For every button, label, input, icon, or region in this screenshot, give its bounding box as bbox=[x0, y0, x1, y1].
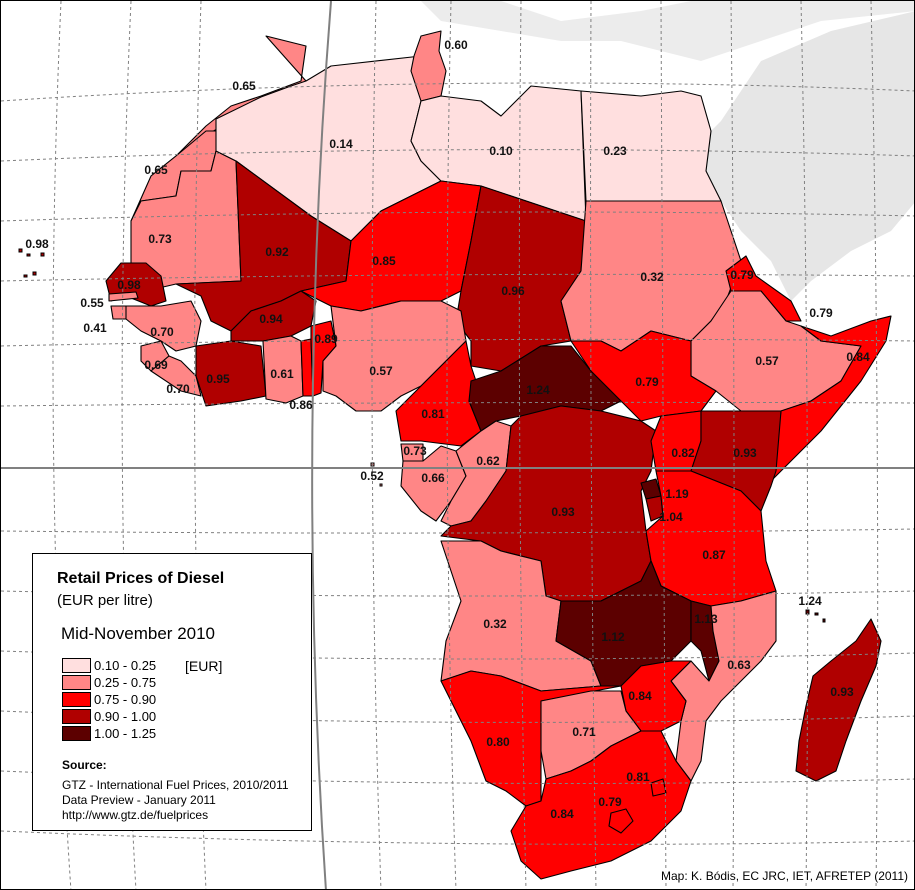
legend-range: 0.90 - 1.00 bbox=[94, 708, 157, 724]
cape-verde-islands bbox=[18, 248, 45, 278]
legend-range: 1.00 - 1.25 bbox=[94, 725, 157, 741]
legend-swatch bbox=[62, 691, 91, 707]
source-line-1: GTZ - International Fuel Prices, 2010/20… bbox=[62, 778, 289, 792]
legend-range: 0.10 - 0.25 bbox=[94, 657, 157, 673]
comoros-islands bbox=[805, 609, 826, 623]
country-burundi bbox=[645, 495, 664, 522]
country-cote-divoire bbox=[195, 340, 267, 407]
legend-swatch bbox=[62, 657, 91, 673]
country-kenya bbox=[690, 410, 782, 512]
legend-class-2: 0.25 - 0.75 bbox=[62, 674, 156, 690]
legend-class-5: 1.00 - 1.25 bbox=[62, 725, 156, 741]
legend-date: Mid-November 2010 bbox=[61, 624, 216, 643]
legend-range: 0.25 - 0.75 bbox=[94, 674, 157, 690]
country-nigeria bbox=[322, 300, 467, 412]
map-credit: Map: K. Bódis, EC JRC, IET, AFRETEP (201… bbox=[661, 869, 908, 883]
legend-title: Retail Prices of Diesel bbox=[57, 570, 225, 587]
country-somalia bbox=[770, 315, 892, 482]
country-equatorial-guinea bbox=[400, 443, 424, 462]
country-south-africa bbox=[510, 730, 692, 880]
country-cameroon bbox=[395, 340, 482, 447]
country-madagascar bbox=[795, 618, 882, 782]
legend-range: 0.75 - 0.90 bbox=[94, 691, 157, 707]
country-benin bbox=[310, 320, 337, 397]
legend: Retail Prices of Diesel (EUR per litre) … bbox=[32, 553, 312, 831]
legend-swatch bbox=[62, 674, 91, 690]
source-heading: Source: bbox=[62, 758, 107, 772]
country-guinea bbox=[125, 300, 202, 352]
europe-backdrop bbox=[421, 1, 914, 61]
arabian-peninsula bbox=[691, 11, 914, 301]
country-lesotho bbox=[608, 808, 634, 834]
source-url: http://www.gtz.de/fuelprices bbox=[62, 808, 209, 822]
prime-meridian-line bbox=[311, 1, 332, 889]
country-ghana bbox=[262, 335, 304, 404]
source-line-2: Data Preview - January 2011 bbox=[62, 793, 216, 807]
legend-unit: (EUR per litre) bbox=[57, 592, 153, 609]
legend-class-4: 0.90 - 1.00 bbox=[62, 708, 156, 724]
legend-swatch bbox=[62, 725, 91, 741]
country-egypt bbox=[580, 90, 722, 202]
country-south-sudan bbox=[570, 330, 717, 422]
legend-swatch bbox=[62, 708, 91, 724]
country-niger bbox=[300, 180, 482, 312]
legend-class-1: 0.10 - 0.25 bbox=[62, 657, 156, 673]
legend-currency: [EUR] bbox=[185, 658, 223, 674]
legend-class-3: 0.75 - 0.90 bbox=[62, 691, 156, 707]
country-gambia bbox=[108, 291, 139, 302]
